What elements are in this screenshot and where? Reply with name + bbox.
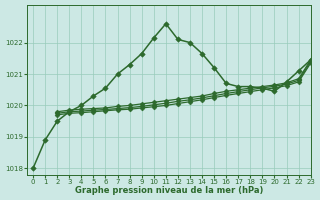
X-axis label: Graphe pression niveau de la mer (hPa): Graphe pression niveau de la mer (hPa) bbox=[75, 186, 263, 195]
